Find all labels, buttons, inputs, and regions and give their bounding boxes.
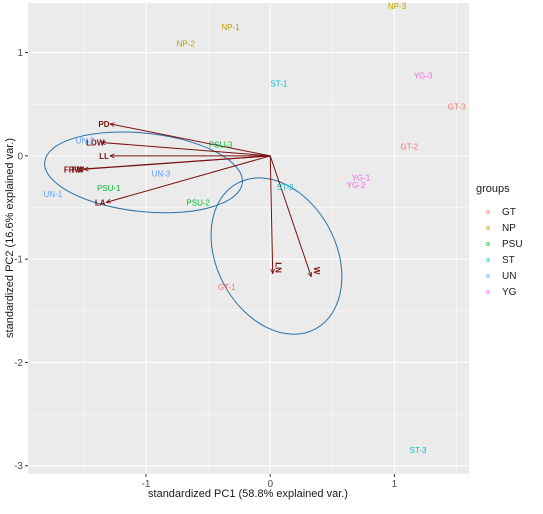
sample-label: ST-3: [410, 446, 427, 455]
sample-label: NP-2: [177, 39, 196, 48]
x-tick-label: 0: [267, 479, 273, 490]
panel-background: [28, 3, 469, 474]
sample-label: UN-2: [76, 136, 95, 145]
variable-label: LA: [95, 198, 106, 207]
legend-item-label: PSU: [502, 239, 523, 250]
loading-arrow: [110, 124, 271, 157]
variable-label: PD: [98, 120, 109, 129]
y-tick-label: -2: [14, 358, 23, 369]
loading-arrow: [269, 155, 272, 274]
sample-label: GT-3: [448, 102, 466, 111]
sample-label: UN-1: [44, 190, 63, 199]
sample-label: NP-3: [388, 2, 407, 11]
sample-label: GT-2: [400, 143, 418, 152]
sample-label: PSU-1: [97, 184, 121, 193]
y-tick-label: -3: [14, 461, 23, 472]
sample-label: GT-1: [218, 283, 236, 292]
legend-key: a: [486, 257, 490, 264]
y-axis-label: standardized PC2 (16.6% explained var.): [4, 138, 16, 338]
group-ellipse: [210, 177, 343, 335]
sample-label: PSU-3: [209, 141, 233, 150]
sample-label: ST-1: [270, 80, 287, 89]
legend-key: a: [486, 241, 490, 248]
loading-arrow: [106, 155, 271, 202]
legend-item-label: ST: [502, 255, 515, 266]
loading-arrow: [101, 142, 271, 157]
loading-arrow: [84, 155, 271, 169]
legend-key: a: [486, 225, 490, 232]
variable-label: W: [312, 267, 321, 275]
variable-label: LDW: [86, 138, 105, 147]
x-tick-label: -1: [142, 479, 151, 490]
y-tick-label: 0: [17, 151, 23, 162]
legend-item-label: UN: [502, 271, 516, 282]
legend-key: a: [486, 289, 490, 296]
legend: groups a GT a NP a PSU a ST a UN a YG: [476, 183, 523, 298]
legend-key: a: [486, 273, 490, 280]
legend-title: groups: [476, 183, 510, 195]
sample-label: UN-3: [152, 169, 171, 178]
x-axis-label: standardized PC1 (58.8% explained var.): [148, 488, 348, 500]
sample-label: YG-1: [352, 174, 371, 183]
sample-labels: NP-3 NP-1 NP-2 ST-1 YG-3 GT-3 GT-2 PSU-3 UN-2 UN-…: [44, 2, 467, 455]
variable-label: FW: [72, 165, 85, 174]
y-tick-label: 1: [17, 48, 23, 59]
legend-item-label: GT: [502, 207, 516, 218]
sample-label: YG-2: [347, 181, 366, 190]
legend-item-label: NP: [502, 223, 516, 234]
sample-label: NP-1: [221, 23, 240, 32]
y-axis-ticks: -3 -2 -1 0 1: [14, 48, 28, 472]
group-ellipses: [44, 131, 343, 335]
sample-label: PSU-2: [186, 198, 210, 207]
variable-label: LL: [99, 152, 109, 161]
group-ellipse: [44, 131, 243, 214]
legend-item-label: YG: [502, 287, 517, 298]
variable-label: LN: [274, 262, 283, 273]
x-axis-ticks: -1 0 1: [142, 474, 398, 490]
y-tick-label: -1: [14, 255, 23, 266]
sample-label: ST-2: [277, 183, 294, 192]
variable-label: FRW: [64, 165, 83, 174]
loading-arrow: [269, 155, 311, 277]
legend-key: a: [486, 209, 490, 216]
sample-label: YG-3: [414, 71, 433, 80]
x-tick-label: 1: [392, 479, 398, 490]
